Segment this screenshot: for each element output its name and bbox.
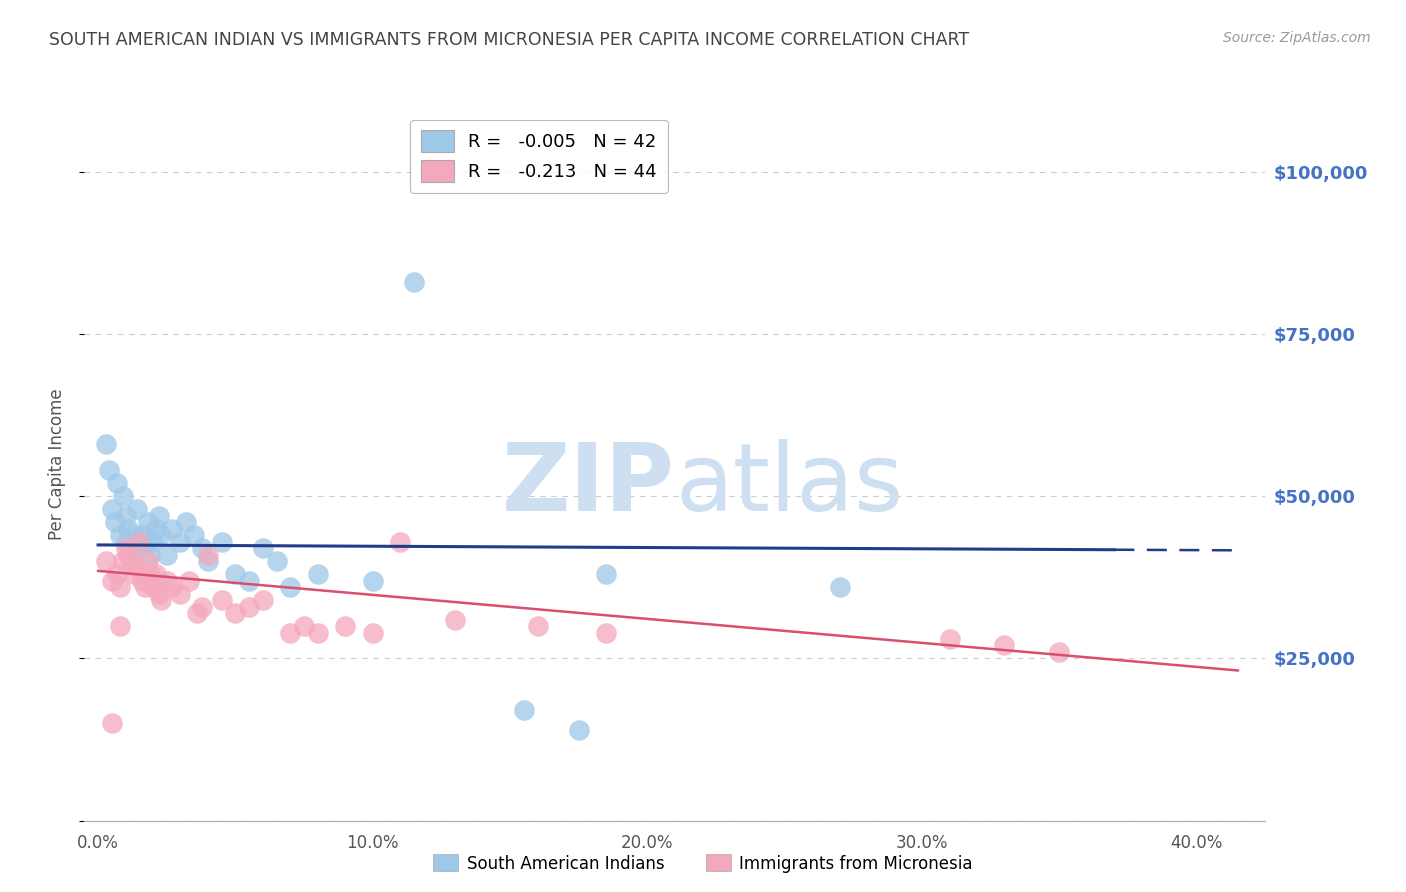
Point <box>131 528 153 542</box>
Point <box>156 574 179 588</box>
Point <box>131 574 153 588</box>
Point <box>177 574 200 588</box>
Point <box>162 522 184 536</box>
Point <box>238 574 260 588</box>
Point <box>162 580 184 594</box>
Point <box>101 502 124 516</box>
Point <box>98 463 121 477</box>
Legend: South American Indians, Immigrants from Micronesia: South American Indians, Immigrants from … <box>426 847 980 880</box>
Point <box>117 548 139 562</box>
Text: atlas: atlas <box>675 439 903 532</box>
Point <box>122 567 145 582</box>
Point <box>103 515 125 529</box>
Point <box>197 548 219 562</box>
Point <box>108 528 131 542</box>
Point <box>139 567 162 582</box>
Point <box>134 534 156 549</box>
Point <box>139 548 162 562</box>
Point <box>361 625 384 640</box>
Point <box>526 619 548 633</box>
Point <box>134 580 156 594</box>
Point <box>280 625 302 640</box>
Text: Source: ZipAtlas.com: Source: ZipAtlas.com <box>1223 31 1371 45</box>
Point <box>1047 645 1070 659</box>
Text: SOUTH AMERICAN INDIAN VS IMMIGRANTS FROM MICRONESIA PER CAPITA INCOME CORRELATIO: SOUTH AMERICAN INDIAN VS IMMIGRANTS FROM… <box>49 31 969 49</box>
Point <box>101 574 124 588</box>
Point <box>169 534 191 549</box>
Point <box>211 593 233 607</box>
Point <box>120 541 142 556</box>
Point <box>114 541 136 556</box>
Legend: R =   -0.005   N = 42, R =   -0.213   N = 44: R = -0.005 N = 42, R = -0.213 N = 44 <box>411 120 668 193</box>
Point <box>402 275 425 289</box>
Point <box>128 541 150 556</box>
Point <box>224 606 246 620</box>
Point <box>96 554 118 568</box>
Point <box>252 541 274 556</box>
Text: ZIP: ZIP <box>502 439 675 532</box>
Point <box>307 625 329 640</box>
Point <box>174 515 197 529</box>
Point <box>145 522 167 536</box>
Point <box>136 515 159 529</box>
Point <box>169 586 191 600</box>
Point <box>568 723 591 737</box>
Point <box>108 580 131 594</box>
Point <box>993 639 1015 653</box>
Point <box>117 522 139 536</box>
Point <box>335 619 357 633</box>
Y-axis label: Per Capita Income: Per Capita Income <box>48 388 66 540</box>
Point <box>156 548 179 562</box>
Point <box>111 489 134 503</box>
Point <box>114 534 136 549</box>
Point <box>191 541 214 556</box>
Point <box>145 567 167 582</box>
Point <box>938 632 960 646</box>
Point <box>444 613 467 627</box>
Point <box>211 534 233 549</box>
Point <box>280 580 302 594</box>
Point <box>142 534 165 549</box>
Point <box>197 554 219 568</box>
Point <box>136 554 159 568</box>
Point <box>125 502 148 516</box>
Point <box>252 593 274 607</box>
Point <box>828 580 851 594</box>
Point <box>96 437 118 451</box>
Point <box>148 508 170 523</box>
Point <box>150 593 173 607</box>
Point <box>105 567 128 582</box>
Point <box>224 567 246 582</box>
Point <box>186 606 208 620</box>
Point <box>148 586 170 600</box>
Point <box>183 528 205 542</box>
Point <box>150 528 173 542</box>
Point <box>142 580 165 594</box>
Point <box>125 560 148 574</box>
Point <box>266 554 288 568</box>
Point <box>595 567 617 582</box>
Point <box>191 599 214 614</box>
Point <box>513 703 536 717</box>
Point <box>128 534 150 549</box>
Point <box>361 574 384 588</box>
Point <box>111 554 134 568</box>
Point <box>122 528 145 542</box>
Point <box>108 619 131 633</box>
Point <box>238 599 260 614</box>
Point <box>389 534 412 549</box>
Point <box>595 625 617 640</box>
Point <box>120 554 142 568</box>
Point <box>292 619 315 633</box>
Point <box>307 567 329 582</box>
Point <box>114 508 136 523</box>
Point <box>105 476 128 491</box>
Point <box>101 716 124 731</box>
